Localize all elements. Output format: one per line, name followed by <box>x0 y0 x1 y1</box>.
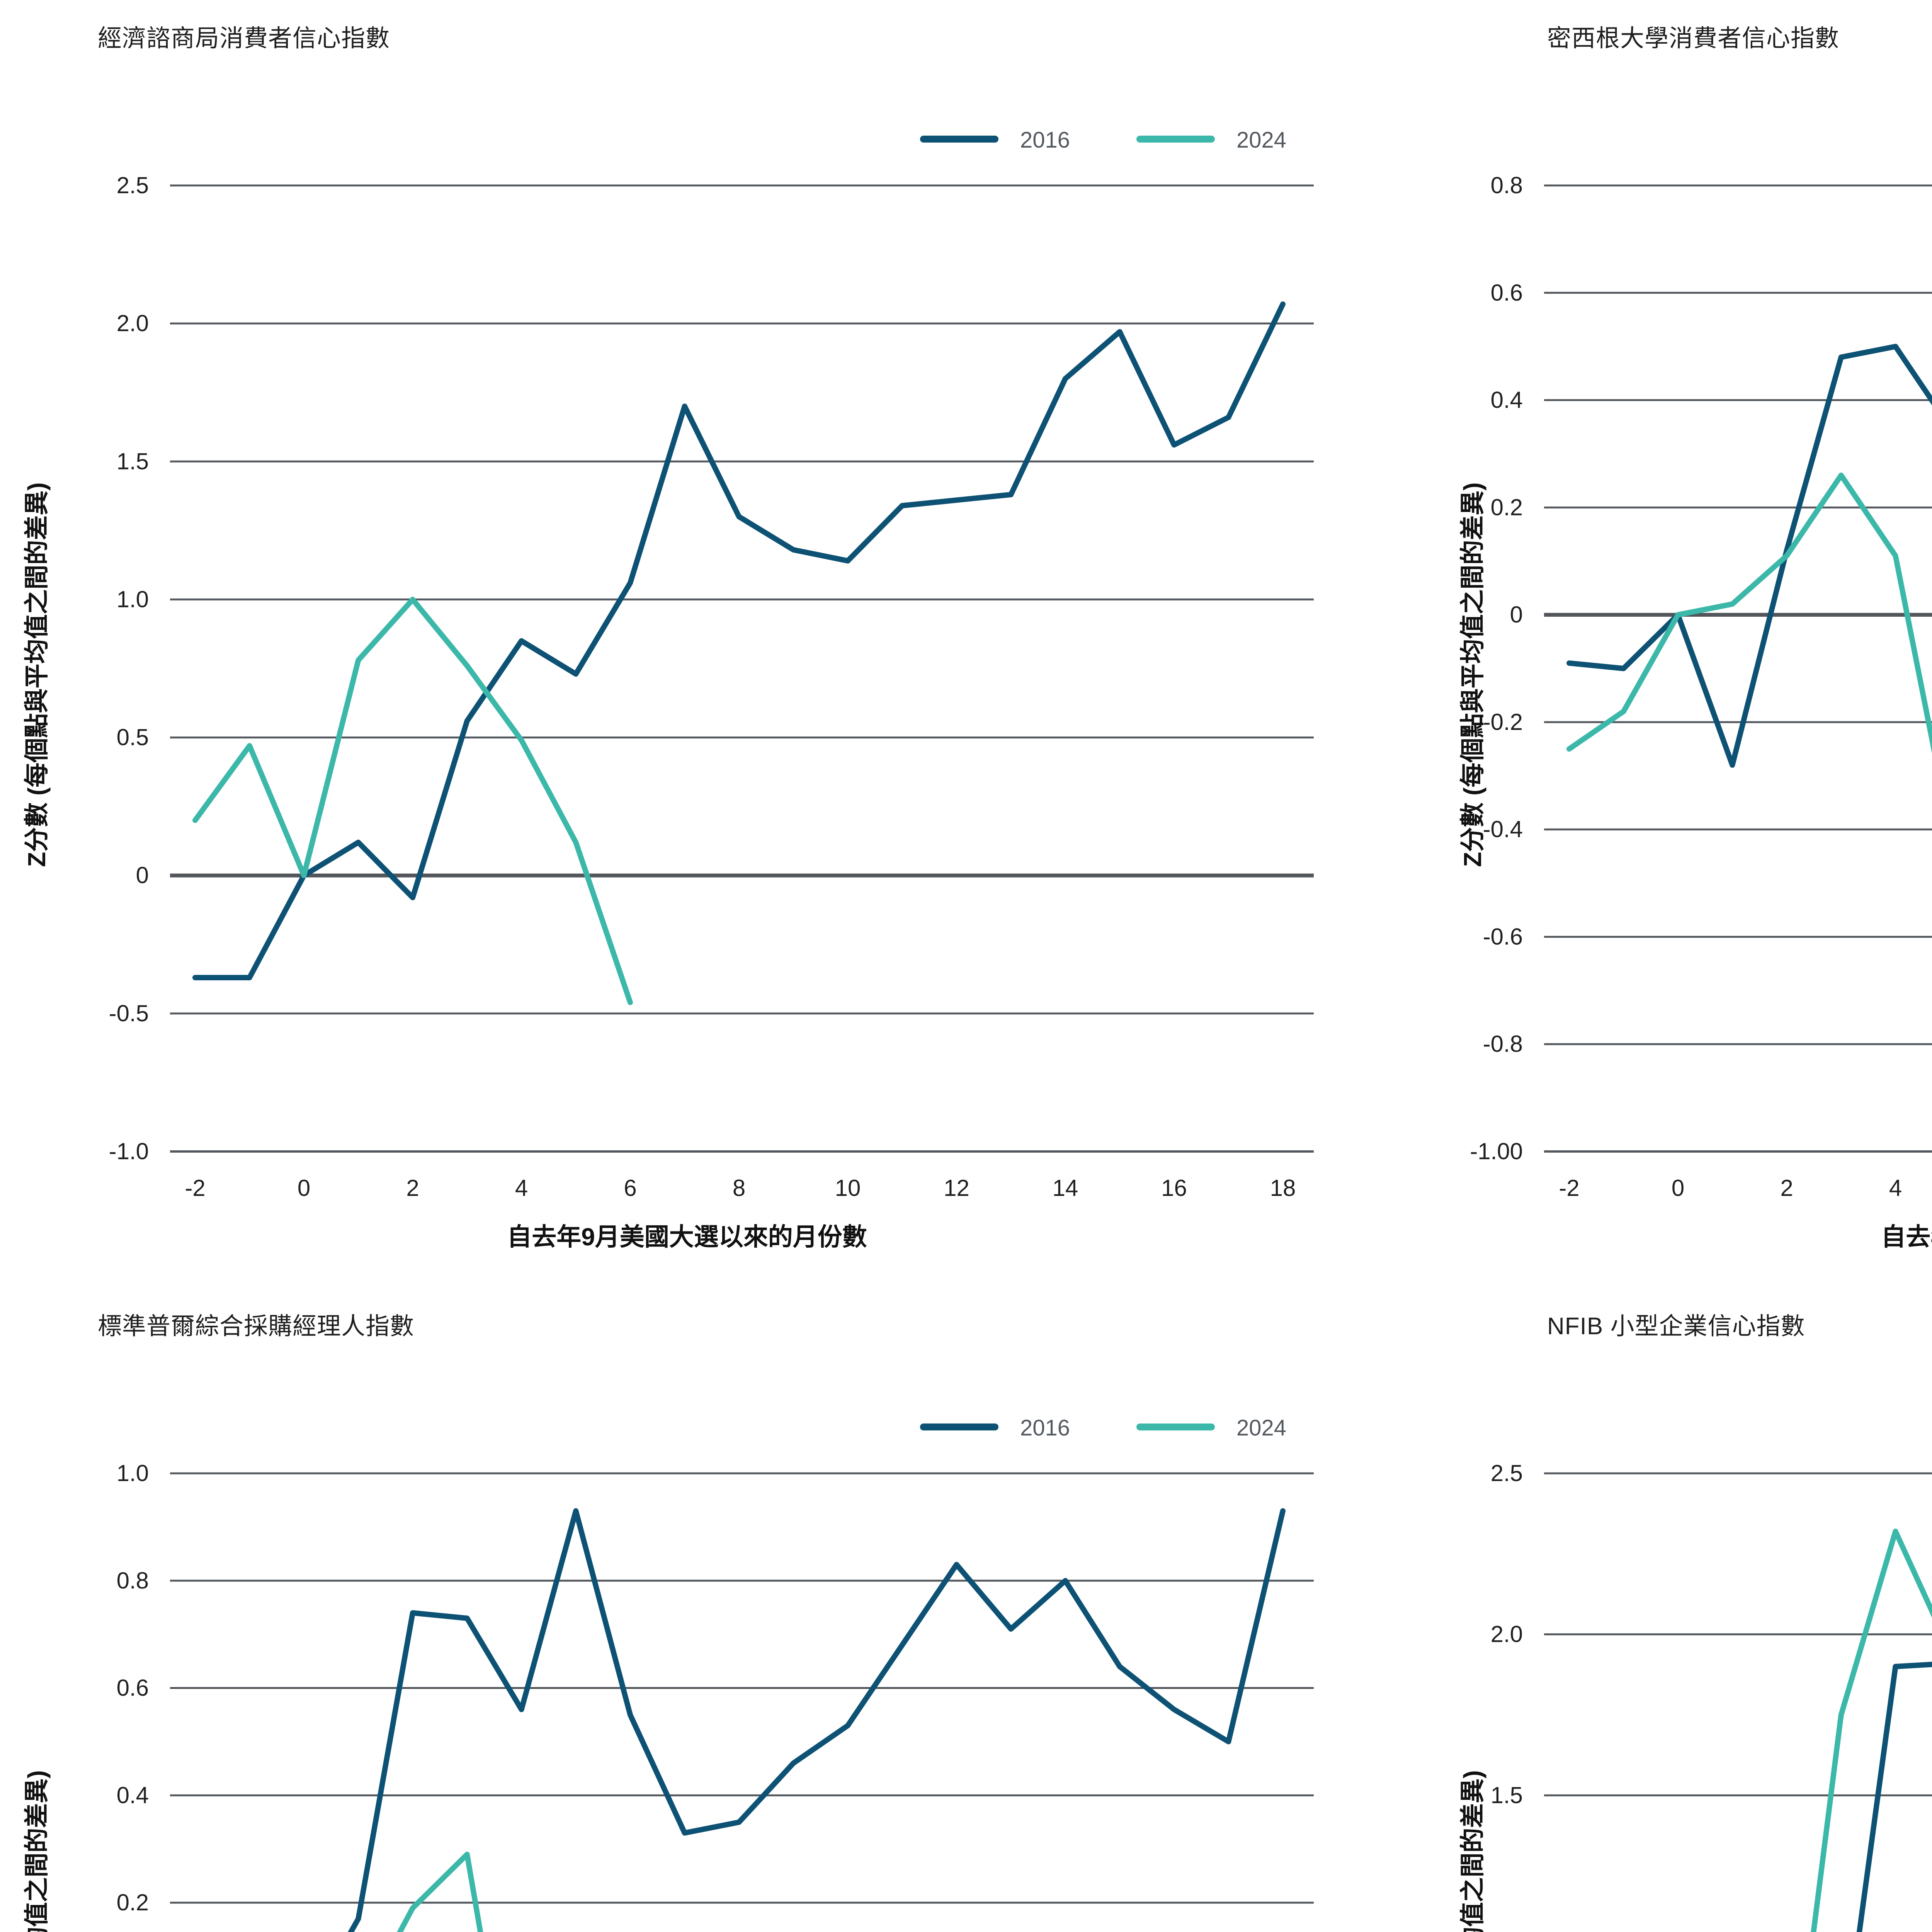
y-tick-label: 0.5 <box>117 724 149 750</box>
y-tick-label: 2.0 <box>117 310 149 336</box>
x-tick-label: 12 <box>944 1175 969 1201</box>
series-line-2016 <box>192 301 1286 980</box>
x-tick-label: 4 <box>1889 1175 1902 1201</box>
x-tick-label: 10 <box>835 1175 861 1201</box>
y-tick-label: 1.5 <box>117 448 149 474</box>
x-tick-label: 0 <box>298 1175 310 1201</box>
series-line-2024 <box>397 1852 483 1932</box>
plot-area: 0.80.60.40.20-0.2-0.4-0.6-0.8-1.00-20246… <box>1374 0 1932 1288</box>
gridlines: 1.00.80.60.40.20-0.2-0.4-0.6-0.8 <box>117 1460 1314 1915</box>
y-tick-label: 0.6 <box>1491 280 1523 306</box>
series-line-2024 <box>1811 1529 1932 1932</box>
y-tick-label: 0.4 <box>1491 387 1523 413</box>
y-tick-label: 0 <box>1510 602 1523 628</box>
x-tick-label: 14 <box>1053 1175 1078 1201</box>
x-tick-label: 6 <box>624 1175 636 1201</box>
chart-canvas: 0.80.60.40.20-0.2-0.4-0.6-0.8-1.00-20246… <box>1470 172 1932 1201</box>
chart-sp-composite-pmi: 標準普爾綜合採購經理人指數 1.00.80.60.40.20-0.2-0.4-0… <box>0 1288 1374 1932</box>
y-tick-label: 0.4 <box>117 1782 149 1808</box>
y-tick-label: -0.2 <box>1483 709 1523 735</box>
x-tick-label: 0 <box>1672 1175 1684 1201</box>
y-tick-label: -0.4 <box>1483 816 1523 842</box>
y-tick-label: 0 <box>136 862 149 888</box>
y-axis-title: Z分數 (每個點與平均值之間的差異) <box>1453 1325 1488 1932</box>
y-tick-label: 1.0 <box>117 1460 149 1486</box>
chart-title: 經濟諮商局消費者信心指數 <box>98 25 390 52</box>
chart-conference-board: 經濟諮商局消費者信心指數 2.5 2.0 1.5 1.0 0.5 0 -0.5 -1.0 -2 0… <box>0 0 1374 1288</box>
y-tick-label: -0.6 <box>1483 923 1523 949</box>
y-tick-label: 1.0 <box>117 586 149 612</box>
legend-label: 2024 <box>1236 1415 1286 1440</box>
chart-title: 密西根大學消費者信心指數 <box>1547 25 1840 52</box>
chart-title: 標準普爾綜合採購經理人指數 <box>98 1313 415 1340</box>
series-line-2016 <box>348 1508 1286 1932</box>
plot-area: 2.5 2.0 1.5 1.0 0.5 0 -0.5 -1.0 -2 0 2 4 6 8 10 12 14 16 1… <box>0 0 1374 1288</box>
y-tick-label: 1.5 <box>1491 1782 1523 1808</box>
chart-michigan-sentiment: 密西根大學消費者信心指數 0.8 0.6 0.4 0.2 0 -0.2 -0.4 -0.6 -0… <box>1374 0 1932 1288</box>
y-axis-title: Z分數 (每個點與平均值之間的差異) <box>23 482 51 867</box>
y-axis-title: Z分數 (每個點與平均值之間的差異) <box>17 1325 53 1932</box>
legend: 2016 2024 <box>920 1415 1286 1440</box>
y-tick-label: 0.6 <box>117 1675 149 1701</box>
series-line-2024 <box>192 597 633 1005</box>
y-tick-label: -0.5 <box>109 1000 149 1026</box>
y-tick-label: 0.8 <box>117 1568 149 1594</box>
plot-area: 2.52.01.51.00.50-0.5-2024681012141618201… <box>1374 1288 1932 1932</box>
plot-area: 1.00.80.60.40.20-0.2-0.4-0.6-0.8-2024681… <box>0 1288 1374 1932</box>
gridlines: 0.8 0.6 0.4 0.2 0 -0.2 -0.4 -0.6 -0.8 -1.00 <box>1470 172 1932 1164</box>
series-line-2016 <box>1856 1662 1932 1932</box>
series-line-2016 <box>1566 344 1932 768</box>
series-line-2024 <box>1566 473 1932 753</box>
x-tick-label: 16 <box>1161 1175 1187 1201</box>
x-axis-title: 自去年9月美國大選以來的月份數 <box>507 1223 867 1251</box>
y-tick-label: -1.0 <box>109 1138 149 1164</box>
chart-canvas: 1.00.80.60.40.20-0.2-0.4-0.6-0.8-2024681… <box>117 1415 1314 1932</box>
legend: 2016 2024 <box>920 128 1286 153</box>
x-tick-label: -2 <box>185 1175 205 1201</box>
x-tick-labels: -2 0 2 4 6 8 10 12 14 16 18 <box>185 1175 1296 1201</box>
y-tick-label: 0.8 <box>1491 172 1523 198</box>
x-tick-label: -2 <box>1559 1175 1579 1201</box>
chart-title: NFIB 小型企業信心指數 <box>1547 1313 1805 1340</box>
y-tick-label: 2.5 <box>117 172 149 198</box>
chart-canvas: 2.5 2.0 1.5 1.0 0.5 0 -0.5 -1.0 -2 0 2 4 6 8 10 12 14 16 1… <box>109 128 1314 1201</box>
y-tick-label: 2.0 <box>1491 1621 1523 1647</box>
y-tick-label: -0.8 <box>1483 1031 1523 1057</box>
x-tick-label: 2 <box>406 1175 419 1201</box>
legend-label: 2016 <box>1020 128 1070 153</box>
chart-nfib-small-business: NFIB 小型企業信心指數 2.52.01.51.00.50-0.5-20246… <box>1374 1288 1932 1932</box>
x-tick-label: 2 <box>1780 1175 1793 1201</box>
gridlines: 2.52.01.51.00.50-0.5 <box>1491 1460 1932 1808</box>
x-tick-label: 8 <box>733 1175 745 1201</box>
y-tick-label: 0.2 <box>1491 494 1523 520</box>
y-tick-label: -1.00 <box>1470 1138 1523 1164</box>
y-axis-title: Z分數 (每個點與平均值之間的差異) <box>1459 482 1486 867</box>
x-tick-label: 4 <box>515 1175 528 1201</box>
legend-label: 2016 <box>1020 1415 1070 1440</box>
chart-canvas: 2.52.01.51.00.50-0.5-2024681012141618201… <box>1491 1460 1932 1932</box>
y-tick-label: 0.2 <box>117 1889 149 1915</box>
gridlines: 2.5 2.0 1.5 1.0 0.5 0 -0.5 -1.0 <box>109 172 1314 1164</box>
x-tick-label: 18 <box>1270 1175 1296 1201</box>
y-tick-label: 2.5 <box>1491 1460 1523 1486</box>
legend-label: 2024 <box>1236 128 1286 153</box>
x-axis-title: 自去年9月美國大選以來的月份數 <box>1881 1223 1932 1251</box>
